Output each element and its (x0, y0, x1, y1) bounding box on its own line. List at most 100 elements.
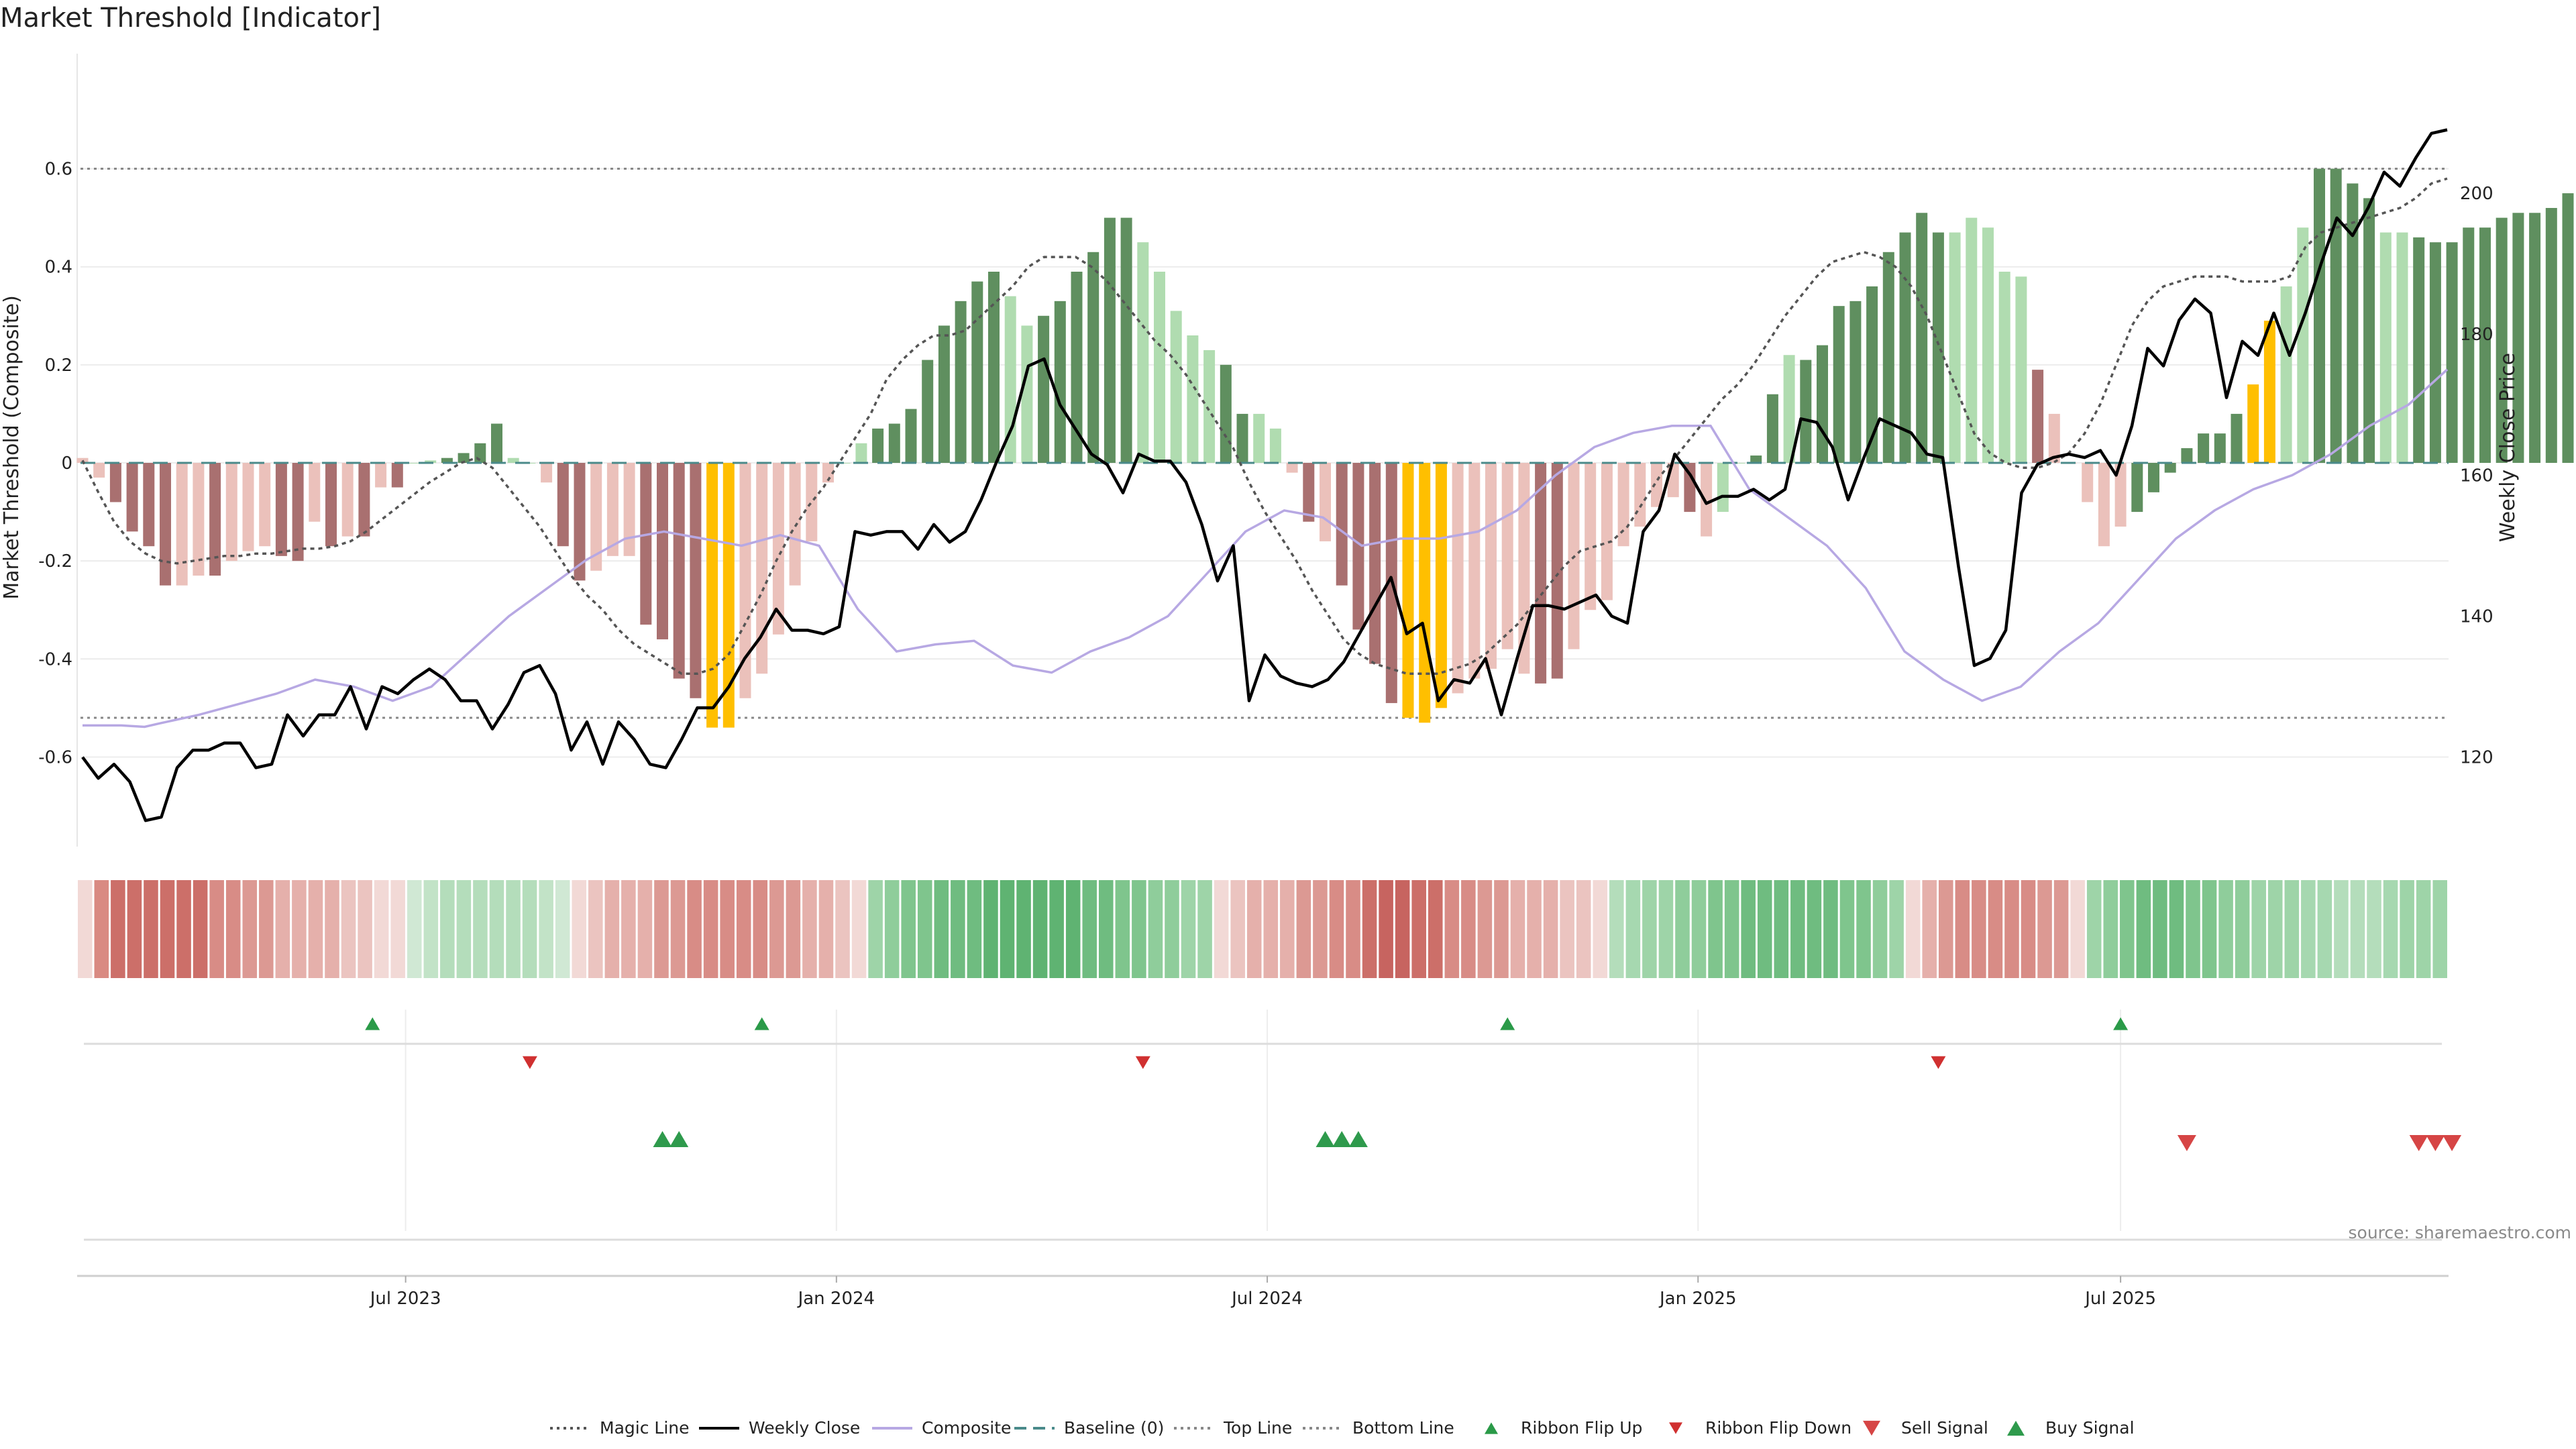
ribbon-cell (604, 880, 620, 978)
ribbon-cell (2267, 880, 2283, 978)
ribbon-cell (637, 880, 653, 978)
composite-bar (789, 463, 801, 586)
x-tick-label: Jan 2025 (1658, 1289, 1737, 1309)
ribbon-cell (720, 880, 735, 978)
ribbon-cell (1230, 880, 1245, 978)
composite-bar (1916, 213, 1928, 463)
composite-bar (606, 463, 619, 556)
ribbon-cell (2416, 880, 2431, 978)
sell-signal-marker (2443, 1134, 2462, 1152)
composite-bar (988, 272, 1000, 463)
ribbon-cell (308, 880, 323, 978)
composite-bar (109, 463, 121, 502)
composite-bar (193, 463, 205, 576)
composite-bar (872, 428, 884, 463)
ribbon-cell (275, 880, 290, 978)
magic-line (81, 177, 2448, 675)
legend-label: Composite (922, 1418, 1011, 1438)
left-tick-label: 0 (61, 453, 72, 474)
x-tick-label: Jul 2023 (369, 1289, 441, 1309)
ribbon-cell (473, 880, 488, 978)
composite-bar (341, 463, 354, 537)
composite-bar (640, 463, 652, 625)
ribbon-cell (572, 880, 587, 978)
composite-bar (1766, 394, 1778, 463)
composite-bar (1137, 242, 1149, 463)
composite-bar (1733, 463, 1746, 464)
composite-bar (905, 409, 917, 463)
composite-bar (242, 463, 254, 551)
composite-bar (938, 325, 950, 463)
ribbon-cell (209, 880, 224, 978)
composite-bar (2463, 227, 2475, 463)
composite-bar (1817, 345, 1828, 463)
composite-bar (2396, 232, 2408, 463)
composite-bar (888, 423, 900, 463)
ribbon-cell (1741, 880, 1756, 978)
composite-bar (2280, 286, 2292, 463)
legend-item: Ribbon Flip Down (1669, 1418, 1851, 1438)
ribbon-cell (1938, 880, 1953, 978)
series-lines (80, 128, 2449, 822)
ribbon-cell (1625, 880, 1641, 978)
ribbon-cell (753, 880, 768, 978)
ribbon-flip-up-marker (2113, 1017, 2129, 1030)
composite-bar (1452, 463, 1464, 694)
composite-bar (309, 463, 321, 522)
composite-bar (1071, 272, 1083, 463)
ribbon-cell (1329, 880, 1344, 978)
composite-bar (2082, 463, 2094, 502)
composite-bar (1701, 463, 1713, 537)
ribbon-cell (1593, 880, 1608, 978)
composite-bar (1634, 463, 1646, 527)
composite-bar (690, 463, 702, 698)
ribbon-cell (2367, 880, 2381, 978)
composite-bar (2032, 370, 2044, 463)
ribbon-cell (736, 880, 751, 978)
composite-bar (2263, 321, 2275, 463)
legend-item: Magic Line (550, 1418, 690, 1438)
ribbon-cell (588, 880, 603, 978)
composite-bar (225, 463, 237, 561)
composite-bar (2446, 242, 2458, 463)
composite-bar (1435, 463, 1447, 708)
legend-label: Ribbon Flip Down (1705, 1418, 1851, 1438)
ribbon-cell (1296, 880, 1311, 978)
legend-item: Top Line (1174, 1418, 1292, 1438)
legend-item: Buy Signal (2007, 1418, 2135, 1438)
composite-bar (1336, 463, 1348, 586)
ribbon-cell (2053, 880, 2069, 978)
ribbon-cell (1049, 880, 1064, 978)
ribbon-cell (127, 880, 142, 978)
composite-bar (160, 463, 171, 586)
composite-bar (391, 463, 403, 488)
composite-bar (1949, 232, 1961, 463)
composite-bar (756, 463, 768, 674)
composite-bars (76, 168, 2574, 728)
composite-bar (126, 463, 138, 532)
composite-bar (408, 463, 420, 464)
composite-bar (2479, 227, 2491, 463)
ribbon-cell (1527, 880, 1542, 978)
legend-item: Ribbon Flip Up (1485, 1418, 1642, 1438)
x-tick-label: Jan 2024 (797, 1289, 875, 1309)
composite-bar (1684, 463, 1696, 513)
ribbon-cell (2218, 880, 2233, 978)
ribbon-cell (225, 880, 241, 978)
composite-bar (2314, 168, 2325, 464)
composite-bar (2098, 463, 2110, 547)
x-tick-label: Jul 2024 (1230, 1289, 1303, 1309)
composite-bar (1750, 455, 1762, 463)
composite-bar (2413, 237, 2425, 463)
ribbon-cell (423, 880, 439, 978)
buy-signal-marker (1332, 1130, 1352, 1148)
composite-bar (2512, 213, 2524, 463)
composite-bar (574, 463, 586, 581)
composite-bar (1303, 463, 1315, 522)
ribbon-cell (358, 880, 372, 978)
composite-bar (2181, 448, 2193, 463)
ribbon-cell (1346, 880, 1360, 978)
composite-bar (441, 458, 453, 463)
composite-bar (1501, 463, 1513, 649)
